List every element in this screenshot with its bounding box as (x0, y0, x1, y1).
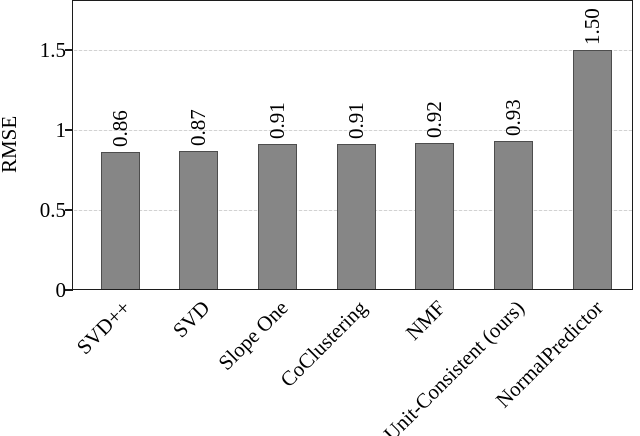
y-tick-mark (65, 209, 73, 211)
bar (336, 144, 376, 290)
y-tick-mark (65, 49, 73, 51)
y-tick-label: 1 (55, 118, 67, 142)
y-gridline (73, 49, 632, 51)
x-category-label-text: SVD++ (72, 295, 136, 360)
y-gridline (73, 129, 632, 131)
x-category-label-text: Slope One (213, 295, 293, 375)
bar (100, 152, 140, 290)
y-tick-label: 0.5 (39, 198, 66, 222)
y-tick-mark (65, 289, 73, 291)
bar-value-label-text: 1.50 (579, 8, 604, 45)
x-category-label-text: SVD (167, 295, 215, 343)
bar-value-label-text: 0.91 (264, 102, 289, 140)
x-category-label-text: NMF (401, 295, 451, 345)
bar (493, 141, 533, 290)
y-tick-mark (65, 129, 73, 131)
bar-value-label-text: 0.93 (500, 99, 525, 137)
bar (257, 144, 297, 290)
bar (179, 150, 219, 290)
bar-value-label-text: 0.92 (422, 101, 447, 138)
bar (415, 142, 455, 290)
y-tick-label: 0 (55, 278, 67, 302)
bar-value-label-text: 0.91 (343, 102, 368, 140)
bar-value-label-text: 0.86 (107, 110, 132, 148)
x-category-label-text: Unit-Consistent (ours) (378, 295, 529, 436)
y-tick-label: 1.5 (39, 38, 66, 62)
bar (572, 50, 612, 290)
bar-value-label-text: 0.87 (186, 109, 211, 146)
